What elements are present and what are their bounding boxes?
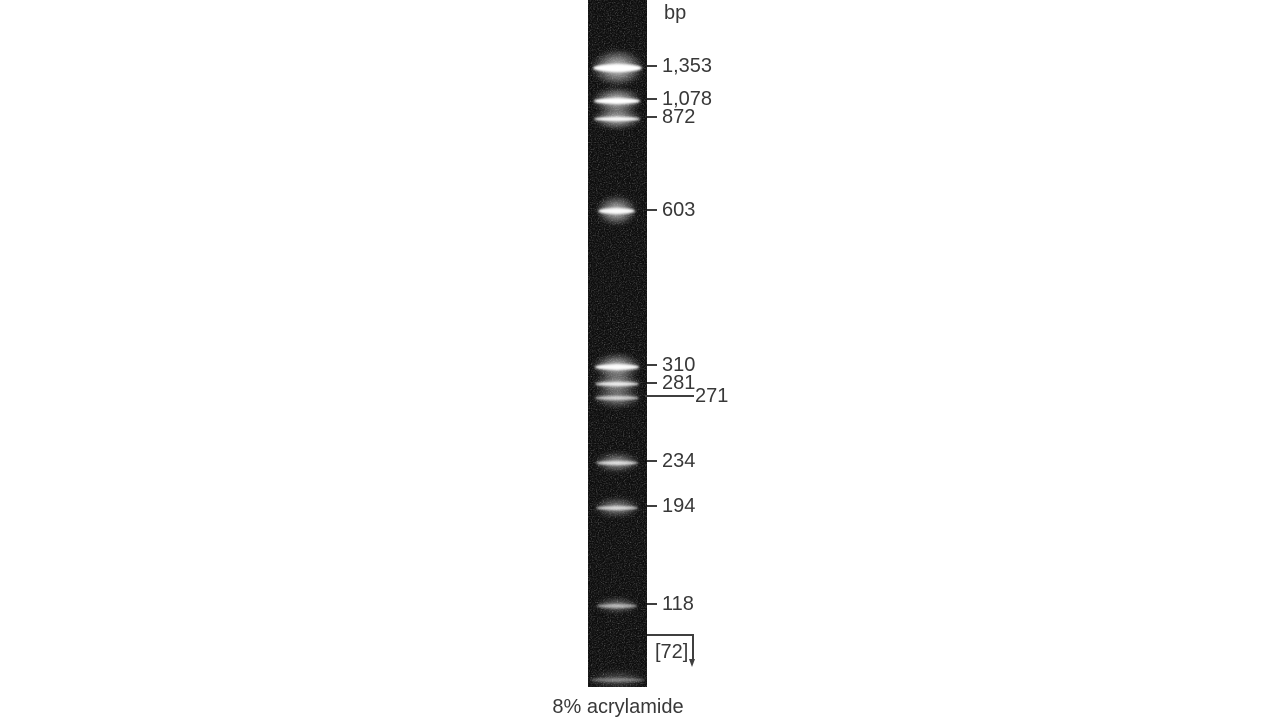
size-label: 310: [662, 354, 696, 376]
figure-caption: 8% acrylamide: [552, 696, 684, 718]
gel-band-core: [596, 460, 638, 466]
size-label: 118: [662, 593, 694, 615]
marker-tick: [647, 460, 657, 462]
off-gel-arrow-line: [692, 634, 694, 659]
size-label: 234: [662, 450, 696, 472]
gel-band-core: [597, 604, 637, 608]
marker-tick: [647, 382, 657, 384]
gel-band-core: [595, 395, 639, 401]
gel-band-core: [593, 63, 642, 73]
gel-band-core: [595, 364, 639, 370]
size-label: 271: [695, 385, 729, 407]
down-arrowhead-icon: [689, 659, 695, 667]
gel-band-core: [595, 381, 639, 387]
size-label: 1,078: [662, 88, 713, 110]
size-label: 1,353: [662, 55, 713, 77]
marker-tick: [647, 209, 657, 211]
gel-band-core: [598, 207, 635, 215]
gel-band-core: [594, 116, 640, 122]
size-label: 603: [662, 199, 696, 221]
off-gel-leader-line: [647, 634, 694, 636]
gel-band-core: [590, 677, 645, 683]
size-label: 281: [662, 372, 696, 394]
off-gel-size-label: [72]: [655, 641, 689, 663]
gel-lane: [588, 0, 647, 687]
marker-tick: [647, 505, 657, 507]
size-label: 194: [662, 495, 696, 517]
gel-band: [588, 669, 647, 687]
gel-band-core: [594, 98, 640, 104]
marker-tick: [647, 364, 657, 366]
marker-tick: [647, 603, 657, 605]
size-label: 872: [662, 106, 696, 128]
marker-tick: [647, 98, 657, 100]
bp-unit-label: bp: [664, 2, 687, 24]
marker-tick: [647, 116, 657, 118]
marker-leader-line: [645, 395, 694, 397]
gel-band-core: [596, 505, 638, 511]
marker-tick: [647, 65, 657, 67]
